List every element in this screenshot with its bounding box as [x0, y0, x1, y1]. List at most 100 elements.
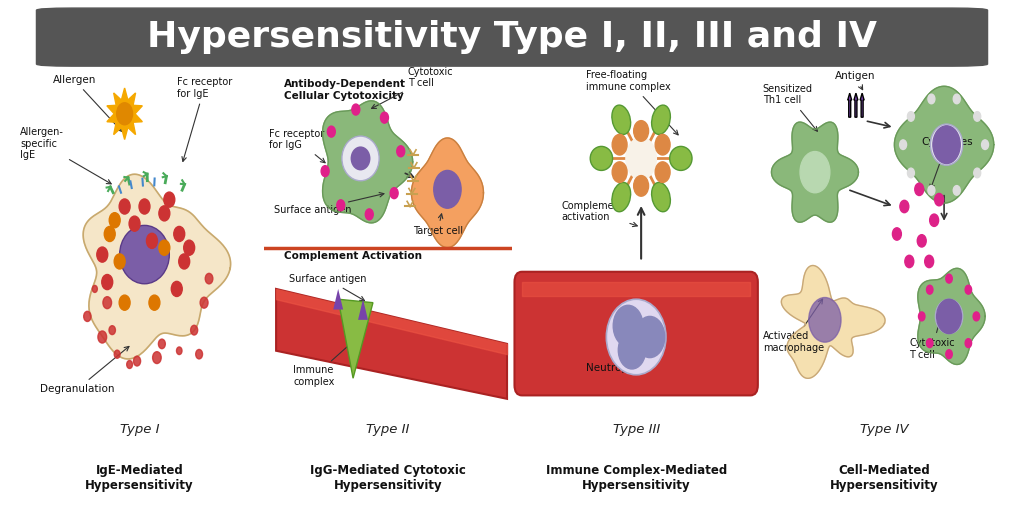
Polygon shape: [918, 268, 985, 365]
Circle shape: [925, 255, 934, 268]
Circle shape: [101, 274, 113, 290]
Circle shape: [117, 103, 132, 125]
Text: Complement Activation: Complement Activation: [284, 251, 422, 261]
Circle shape: [174, 226, 184, 242]
Text: Antibody-Dependent
Cellular Cytotoxicity: Antibody-Dependent Cellular Cytotoxicity: [284, 79, 406, 101]
Circle shape: [190, 325, 198, 335]
Text: Fc receptor
for IgE: Fc receptor for IgE: [177, 77, 232, 161]
Text: IgG-Mediated Cytotoxic
Hypersensitivity: IgG-Mediated Cytotoxic Hypersensitivity: [310, 463, 466, 492]
Circle shape: [946, 350, 952, 358]
Circle shape: [159, 339, 165, 349]
Ellipse shape: [670, 146, 692, 170]
Circle shape: [171, 282, 182, 296]
Circle shape: [84, 311, 91, 322]
Circle shape: [905, 255, 913, 268]
Circle shape: [918, 234, 926, 247]
Ellipse shape: [612, 105, 631, 135]
Ellipse shape: [651, 105, 671, 135]
Circle shape: [937, 299, 962, 334]
Text: Fc receptor
for IgG: Fc receptor for IgG: [268, 129, 325, 163]
Circle shape: [966, 285, 972, 294]
Circle shape: [982, 140, 988, 150]
Circle shape: [153, 352, 161, 364]
Circle shape: [966, 338, 972, 348]
Circle shape: [635, 316, 665, 357]
Circle shape: [809, 297, 841, 342]
Circle shape: [933, 126, 961, 163]
Circle shape: [119, 199, 130, 214]
Text: Activated
macrophage: Activated macrophage: [763, 299, 824, 353]
Circle shape: [612, 134, 627, 155]
Ellipse shape: [350, 146, 371, 170]
Circle shape: [337, 200, 345, 211]
Circle shape: [900, 140, 906, 150]
Text: Cytotoxic
T cell: Cytotoxic T cell: [372, 67, 454, 109]
Circle shape: [352, 104, 359, 115]
Circle shape: [946, 274, 952, 283]
Circle shape: [176, 347, 182, 354]
Text: Type III: Type III: [612, 422, 659, 436]
Circle shape: [179, 254, 189, 269]
Circle shape: [974, 112, 981, 121]
Circle shape: [115, 350, 120, 358]
Circle shape: [612, 162, 627, 182]
Ellipse shape: [612, 182, 631, 212]
Text: Type IV: Type IV: [860, 422, 908, 436]
Circle shape: [930, 214, 939, 226]
Circle shape: [927, 338, 933, 348]
Circle shape: [129, 216, 140, 231]
Circle shape: [613, 305, 643, 347]
Ellipse shape: [606, 299, 666, 375]
Circle shape: [109, 326, 116, 335]
Ellipse shape: [120, 225, 169, 284]
Circle shape: [205, 273, 213, 284]
Circle shape: [914, 183, 924, 196]
Circle shape: [328, 126, 335, 137]
Text: Antigen: Antigen: [835, 71, 876, 90]
Circle shape: [953, 186, 961, 195]
Circle shape: [390, 187, 398, 199]
Circle shape: [183, 240, 195, 255]
Circle shape: [900, 200, 909, 212]
Text: Cell-Mediated
Hypersensitivity: Cell-Mediated Hypersensitivity: [830, 463, 939, 492]
Text: Surface antigen: Surface antigen: [273, 193, 384, 216]
Circle shape: [196, 350, 203, 359]
FancyBboxPatch shape: [37, 8, 987, 66]
Text: Cytokines: Cytokines: [922, 137, 974, 189]
Circle shape: [104, 226, 115, 242]
Text: IgE-Mediated
Hypersensitivity: IgE-Mediated Hypersensitivity: [85, 463, 194, 492]
Circle shape: [907, 168, 914, 178]
Circle shape: [618, 331, 645, 369]
Text: Free-floating
immune complex: Free-floating immune complex: [587, 70, 678, 135]
Circle shape: [919, 312, 925, 321]
Polygon shape: [771, 122, 858, 222]
Polygon shape: [333, 289, 343, 310]
Circle shape: [127, 360, 132, 369]
Ellipse shape: [590, 146, 612, 170]
Circle shape: [115, 254, 125, 269]
Polygon shape: [781, 266, 885, 378]
Polygon shape: [106, 88, 142, 140]
Text: Cytotoxic
T cell: Cytotoxic T cell: [909, 300, 955, 359]
FancyBboxPatch shape: [514, 272, 758, 395]
Text: Type I: Type I: [120, 422, 160, 436]
Polygon shape: [894, 87, 993, 203]
Text: Allergen-
specific
IgE: Allergen- specific IgE: [20, 127, 112, 184]
Circle shape: [935, 194, 943, 206]
Circle shape: [381, 112, 388, 123]
FancyArrow shape: [860, 93, 864, 117]
Polygon shape: [276, 289, 507, 399]
Text: Immune Complex-Mediated
Hypersensitivity: Immune Complex-Mediated Hypersensitivity: [546, 463, 727, 492]
Circle shape: [110, 212, 120, 228]
Ellipse shape: [935, 299, 963, 334]
Polygon shape: [338, 299, 373, 378]
Polygon shape: [412, 138, 483, 247]
Circle shape: [634, 176, 648, 196]
Circle shape: [366, 209, 373, 220]
Circle shape: [800, 152, 829, 193]
Circle shape: [92, 285, 97, 292]
Circle shape: [146, 233, 158, 248]
Circle shape: [434, 170, 461, 208]
Text: Target cell: Target cell: [413, 214, 463, 236]
Text: Hypersensitivity Type I, II, III and IV: Hypersensitivity Type I, II, III and IV: [147, 20, 877, 54]
